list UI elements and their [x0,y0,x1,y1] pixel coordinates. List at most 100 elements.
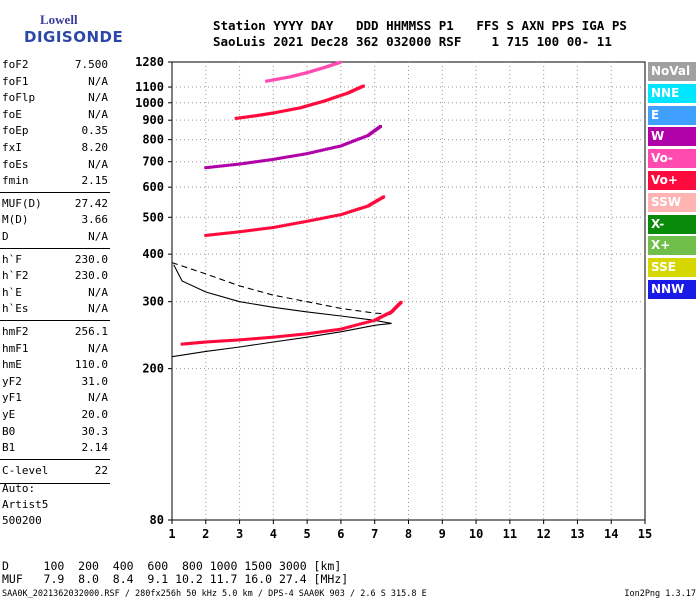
param-separator [0,191,110,193]
echo-point [259,159,263,163]
x-tick-label: 2 [202,527,209,541]
echo-point [300,152,304,156]
echo-point [339,93,343,97]
param-row: hmF2 256.1 [2,325,108,341]
echo-point [291,222,295,226]
param-name: D [2,230,9,243]
echo-point [288,333,292,337]
echo-point [310,331,314,335]
echo-point [245,229,249,233]
echo-point [308,219,312,223]
echo-point [351,324,355,328]
param-row: fmin 2.15 [2,174,108,190]
echo-point [213,165,217,169]
param-row: h`Es N/A [2,302,108,318]
param-value: 2.15 [81,174,109,188]
echo-point [276,335,280,339]
echo-point [319,100,323,104]
legend-item: W [648,127,696,147]
echo-point [293,221,297,225]
autoscaling-info: Auto: Artist5 500200 [2,481,48,529]
x-tick-label: 9 [439,527,446,541]
y-tick-label: 400 [142,247,164,261]
echo-point [332,96,336,100]
echo-point [228,339,232,343]
echo-point [317,101,321,105]
echo-point [382,195,386,199]
echo-point [182,342,186,346]
company-name: Lowell [40,12,78,27]
echo-point [327,215,331,219]
echo-point [309,103,313,107]
echo-point [245,161,249,165]
echo-point [206,165,210,169]
param-name: foEs [2,157,29,171]
echo-point [218,339,222,343]
echo-point [267,336,271,340]
legend-item: Vo- [648,149,696,169]
echo-point [226,339,230,343]
software-version: Ion2Png 1.3.17 [624,589,696,599]
echo-point [327,329,331,333]
x-tick-label: 13 [570,527,584,541]
param-row: hmE 110.0 [2,358,108,374]
echo-point [233,230,237,234]
param-row: yE 20.0 [2,408,108,424]
echo-point [209,340,213,344]
model-curve-dashed [171,262,392,315]
echo-point [358,207,362,211]
param-name: M(D) [2,213,29,227]
param-row: MUF(D) 27.42 [2,197,108,213]
echo-point [271,78,275,82]
echo-point [339,144,343,148]
echo-point [276,225,280,229]
echo-point [235,338,239,342]
x-tick-label: 11 [503,527,517,541]
echo-point [334,328,338,332]
param-value: 3.66 [81,213,109,227]
param-name: foFlp [2,91,36,105]
param-value: 110.0 [74,358,108,372]
legend-item: SSE [648,258,696,278]
echo-point [293,107,297,111]
echo-point [352,208,356,212]
echo-point [345,142,349,146]
echo-point [341,93,345,97]
echo-point [257,336,261,340]
echo-point [329,328,333,332]
echo-point [221,339,225,343]
echo-point [197,341,201,345]
echo-point [346,325,350,329]
param-value: N/A [88,302,108,316]
echo-point [288,154,292,158]
param-value: N/A [88,107,108,121]
echo-point [312,102,316,106]
echo-point [195,341,199,345]
echo-point [337,94,341,98]
param-value: 0.35 [81,124,109,138]
auto-program: Artist5 [2,498,49,511]
echo-point [200,340,204,344]
distance-row: D 100 200 400 600 800 1000 1500 3000 [km… [2,559,342,573]
param-name: C-level [2,463,49,477]
echo-point [275,110,279,114]
echo-point [308,151,312,155]
auto-version: 500200 [2,514,42,527]
echo-point [322,148,326,152]
param-name: B1 [2,441,16,455]
echo-point [242,229,246,233]
param-row: foE N/A [2,108,108,124]
param-separator [0,320,110,321]
echo-point [283,76,287,80]
echo-point [305,104,309,108]
echo-point [315,101,319,105]
y-tick-label: 1280 [135,55,164,69]
param-name: yF1 [2,391,22,405]
param-row: foFlp N/A [2,91,108,107]
param-row: h`F 230.0 [2,253,108,269]
echo-point [300,220,304,224]
echo-point [347,210,351,214]
legend-item: Vo+ [648,170,696,190]
echo-point [259,336,263,340]
